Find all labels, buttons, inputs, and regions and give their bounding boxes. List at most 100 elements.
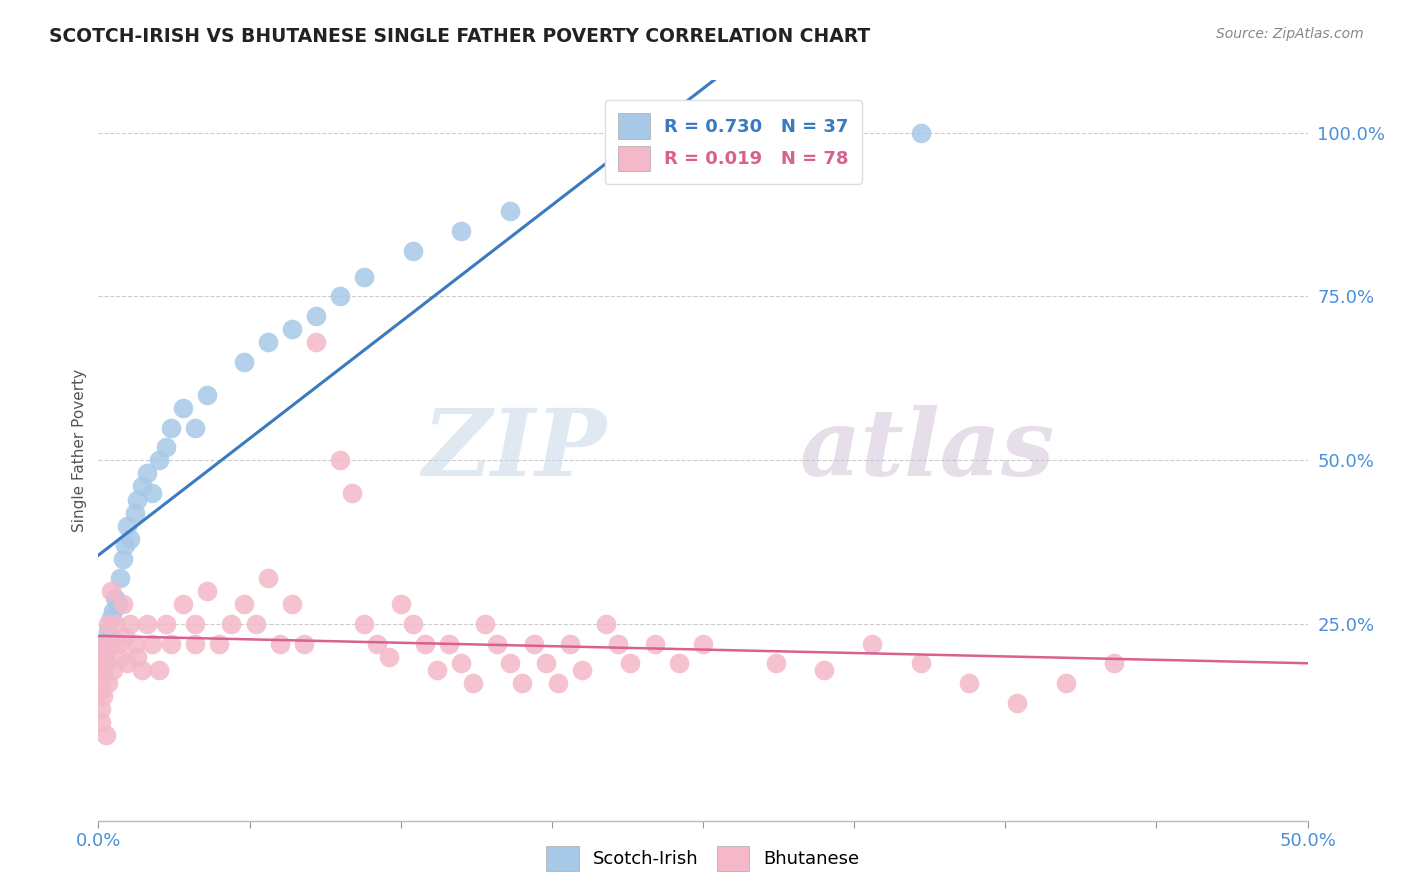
Point [450, 224, 472, 238]
Point [184, 617, 207, 632]
Point [94, 729, 117, 743]
Point [910, 126, 932, 140]
Point [184, 637, 207, 651]
Text: Source: ZipAtlas.com: Source: ZipAtlas.com [1216, 27, 1364, 41]
Point [108, 571, 131, 585]
Point [124, 637, 146, 651]
Point [1102, 657, 1125, 671]
Point [195, 584, 218, 599]
Point [90, 682, 112, 697]
Point [305, 309, 328, 323]
Point [547, 676, 569, 690]
Point [155, 440, 177, 454]
Point [90, 715, 112, 730]
Point [155, 617, 177, 632]
Point [100, 584, 122, 599]
Point [100, 610, 122, 624]
Point [342, 486, 364, 500]
Point [389, 598, 412, 612]
Point [101, 663, 124, 677]
Point [463, 676, 485, 690]
Point [124, 506, 146, 520]
Point [619, 126, 641, 140]
Text: atlas: atlas [800, 406, 1054, 495]
Point [292, 637, 315, 651]
Point [402, 244, 425, 258]
Point [104, 591, 127, 605]
Point [131, 663, 153, 677]
Point [90, 702, 112, 716]
Legend: R = 0.730   N = 37, R = 0.019   N = 78: R = 0.730 N = 37, R = 0.019 N = 78 [605, 101, 862, 184]
Point [232, 355, 254, 369]
Point [498, 204, 520, 219]
Point [148, 453, 170, 467]
Point [486, 637, 509, 651]
Point [97, 624, 120, 638]
Point [813, 663, 835, 677]
Point [111, 598, 134, 612]
Point [329, 289, 352, 303]
Point [534, 657, 557, 671]
Legend: Scotch-Irish, Bhutanese: Scotch-Irish, Bhutanese [538, 838, 868, 879]
Point [1007, 696, 1029, 710]
Point [91, 689, 114, 703]
Point [90, 649, 112, 664]
Point [619, 657, 641, 671]
Point [281, 598, 304, 612]
Point [692, 637, 714, 651]
Point [94, 657, 117, 671]
Point [256, 571, 278, 585]
Point [118, 617, 141, 632]
Point [644, 637, 666, 651]
Text: ZIP: ZIP [422, 406, 606, 495]
Point [402, 617, 425, 632]
Point [426, 663, 449, 677]
Point [221, 617, 243, 632]
Point [101, 604, 124, 618]
Point [117, 657, 139, 671]
Point [160, 637, 183, 651]
Point [141, 637, 163, 651]
Point [245, 617, 267, 632]
Point [91, 669, 114, 683]
Point [148, 663, 170, 677]
Point [107, 598, 129, 612]
Point [1054, 676, 1077, 690]
Point [114, 630, 136, 644]
Point [256, 335, 278, 350]
Point [510, 676, 533, 690]
Point [108, 649, 131, 664]
Point [131, 479, 153, 493]
Point [668, 657, 690, 671]
Point [111, 551, 134, 566]
Point [160, 420, 183, 434]
Point [135, 467, 157, 481]
Point [107, 637, 129, 651]
Point [127, 649, 149, 664]
Point [94, 643, 117, 657]
Point [91, 637, 114, 651]
Point [558, 637, 581, 651]
Point [910, 657, 932, 671]
Point [184, 420, 207, 434]
Point [474, 617, 496, 632]
Point [100, 637, 122, 651]
Point [91, 649, 114, 664]
Point [117, 518, 139, 533]
Point [100, 630, 122, 644]
Point [104, 617, 127, 632]
Point [860, 637, 883, 651]
Point [607, 637, 630, 651]
Point [305, 335, 328, 350]
Point [94, 657, 117, 671]
Point [377, 649, 399, 664]
Point [957, 676, 980, 690]
Point [114, 539, 136, 553]
Point [437, 637, 460, 651]
Point [353, 269, 375, 284]
Text: SCOTCH-IRISH VS BHUTANESE SINGLE FATHER POVERTY CORRELATION CHART: SCOTCH-IRISH VS BHUTANESE SINGLE FATHER … [49, 27, 870, 45]
Point [172, 598, 194, 612]
Point [172, 401, 194, 415]
Point [90, 663, 112, 677]
Point [118, 532, 141, 546]
